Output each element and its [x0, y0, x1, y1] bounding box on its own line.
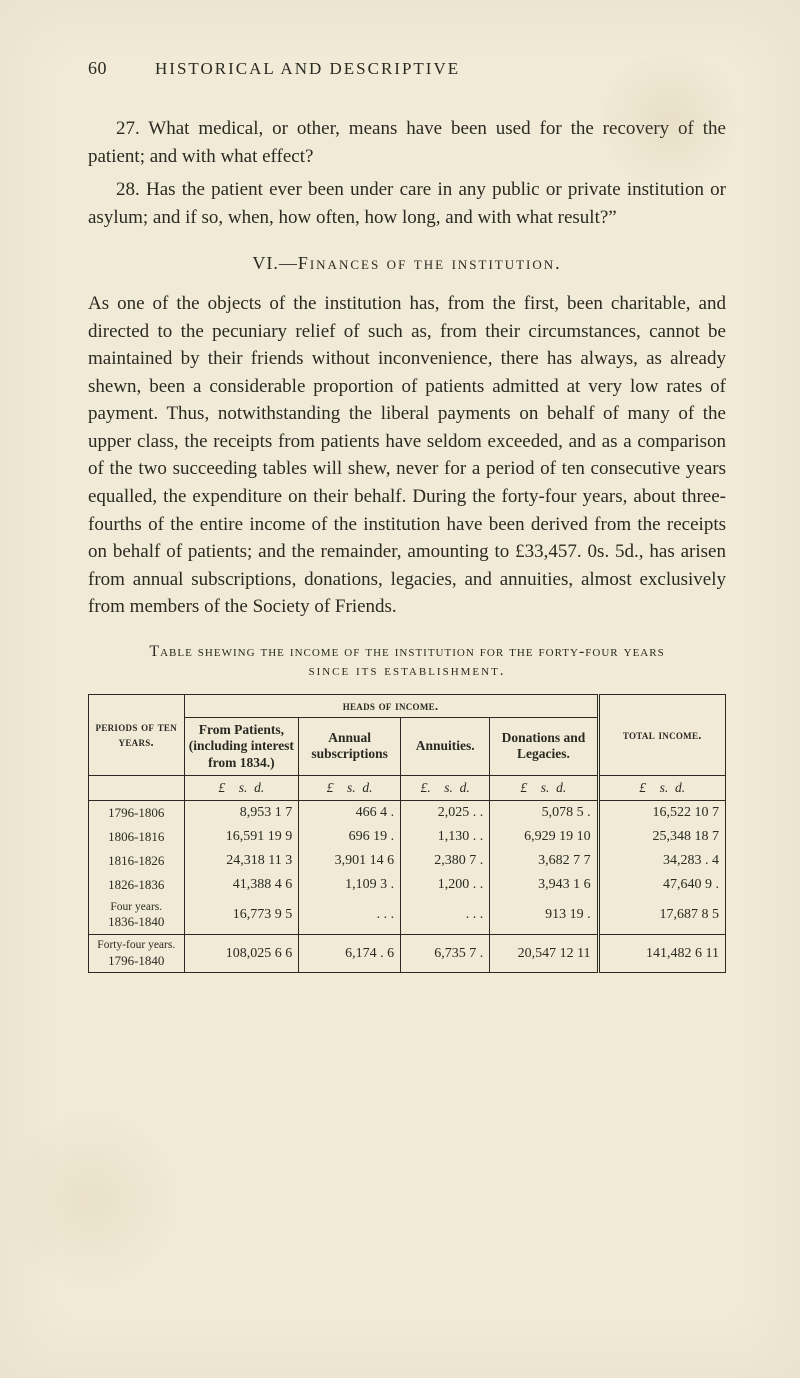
- cell-ann: . . .: [401, 897, 490, 935]
- period-total: Forty-four years. 1796-1840: [89, 935, 185, 973]
- cell-tot: 47,640 9 .: [598, 873, 725, 897]
- cell-ann: 2,380 7 .: [401, 849, 490, 873]
- paragraph-q27: 27. What medical, or other, means have b…: [88, 115, 726, 170]
- col-periods-label: periods of ten years.: [96, 720, 177, 748]
- lsd-tot: £ s. d.: [598, 775, 725, 800]
- col-from-patients: From Patients, (including interest from …: [184, 718, 299, 776]
- total-tot: 141,482 6 11: [598, 935, 725, 973]
- cell-sub: 466 4 .: [299, 800, 401, 825]
- total-don: 20,547 12 11: [490, 935, 598, 973]
- cell-don: 5,078 5 .: [490, 800, 598, 825]
- table-row: 1796-1806 8,953 1 7 466 4 . 2,025 . . 5,…: [89, 800, 726, 825]
- period: 1796-1806: [89, 800, 185, 825]
- running-title: HISTORICAL AND DESCRIPTIVE: [155, 59, 460, 79]
- running-header: 60 HISTORICAL AND DESCRIPTIVE: [88, 58, 726, 79]
- total-patients: 108,025 6 6: [184, 935, 299, 973]
- col-annual-sub-label: Annual subscriptions: [311, 730, 388, 761]
- col-annual-sub: Annual subscriptions: [299, 718, 401, 776]
- cell-patients: 24,318 11 3: [184, 849, 299, 873]
- cell-don: 3,943 1 6: [490, 873, 598, 897]
- cell-sub: 1,109 3 .: [299, 873, 401, 897]
- table-row: 1806-1816 16,591 19 9 696 19 . 1,130 . .…: [89, 825, 726, 849]
- period-total-sublabel: Forty-four years.: [93, 939, 180, 953]
- col-from-patients-label: From Patients, (including interest from …: [189, 722, 294, 769]
- cell-sub: . . .: [299, 897, 401, 935]
- table-caption-line2: since its establishment.: [88, 663, 726, 680]
- period: 1806-1816: [89, 825, 185, 849]
- cell-tot: 16,522 10 7: [598, 800, 725, 825]
- col-total: total income.: [598, 694, 725, 775]
- total-sub: 6,174 . 6: [299, 935, 401, 973]
- cell-don: 6,929 19 10: [490, 825, 598, 849]
- period: 1816-1826: [89, 849, 185, 873]
- cell-sub: 3,901 14 6: [299, 849, 401, 873]
- paragraph-q28: 28. Has the patient ever been under care…: [88, 176, 726, 231]
- period-years: 1796-1806: [93, 805, 180, 821]
- table-row: 1826-1836 41,388 4 6 1,109 3 . 1,200 . .…: [89, 873, 726, 897]
- period-years: 1826-1836: [93, 877, 180, 893]
- cell-ann: 2,025 . .: [401, 800, 490, 825]
- period: Four years. 1836-1840: [89, 897, 185, 935]
- table-total-row: Forty-four years. 1796-1840 108,025 6 6 …: [89, 935, 726, 973]
- total-ann: 6,735 7 .: [401, 935, 490, 973]
- period: 1826-1836: [89, 873, 185, 897]
- lsd-sub: £ s. d.: [299, 775, 401, 800]
- col-annuities: Annuities.: [401, 718, 490, 776]
- cell-ann: 1,130 . .: [401, 825, 490, 849]
- table-row: 1816-1826 24,318 11 3 3,901 14 6 2,380 7…: [89, 849, 726, 873]
- col-annuities-label: Annuities.: [416, 738, 475, 753]
- col-donations: Donations and Legacies.: [490, 718, 598, 776]
- income-table: periods of ten years. heads of income. t…: [88, 694, 726, 974]
- lsd-patients: £ s. d.: [184, 775, 299, 800]
- section-heading: VI.—Finances of the institution.: [88, 253, 726, 274]
- cell-patients: 41,388 4 6: [184, 873, 299, 897]
- lsd-ann: £. s. d.: [401, 775, 490, 800]
- lsd-don: £ s. d.: [490, 775, 598, 800]
- table-row: Four years. 1836-1840 16,773 9 5 . . . .…: [89, 897, 726, 935]
- col-donations-label: Donations and Legacies.: [502, 730, 586, 761]
- cell-ann: 1,200 . .: [401, 873, 490, 897]
- section-roman: VI.—: [252, 253, 298, 273]
- table-caption-line1: Table shewing the income of the institut…: [88, 643, 726, 661]
- cell-sub: 696 19 .: [299, 825, 401, 849]
- cell-don: 3,682 7 7: [490, 849, 598, 873]
- section-title: Finances of the institution.: [298, 253, 562, 273]
- period-sublabel: Four years.: [93, 901, 180, 915]
- cell-don: 913 19 .: [490, 897, 598, 935]
- period-years: 1836-1840: [93, 914, 180, 930]
- period-total-years: 1796-1840: [93, 953, 180, 969]
- page-number: 60: [88, 58, 107, 79]
- cell-tot: 25,348 18 7: [598, 825, 725, 849]
- col-periods: periods of ten years.: [89, 694, 185, 775]
- cell-tot: 17,687 8 5: [598, 897, 725, 935]
- lsd-spacer: [89, 775, 185, 800]
- cell-patients: 16,773 9 5: [184, 897, 299, 935]
- col-total-label: total income.: [623, 728, 702, 742]
- col-heads-of-income-label: heads of income.: [343, 699, 439, 713]
- period-years: 1816-1826: [93, 853, 180, 869]
- cell-patients: 8,953 1 7: [184, 800, 299, 825]
- period-years: 1806-1816: [93, 829, 180, 845]
- page: 60 HISTORICAL AND DESCRIPTIVE 27. What m…: [0, 0, 800, 1378]
- cell-patients: 16,591 19 9: [184, 825, 299, 849]
- col-heads-of-income: heads of income.: [184, 694, 598, 717]
- cell-tot: 34,283 . 4: [598, 849, 725, 873]
- paragraph-finances: As one of the objects of the institution…: [88, 290, 726, 621]
